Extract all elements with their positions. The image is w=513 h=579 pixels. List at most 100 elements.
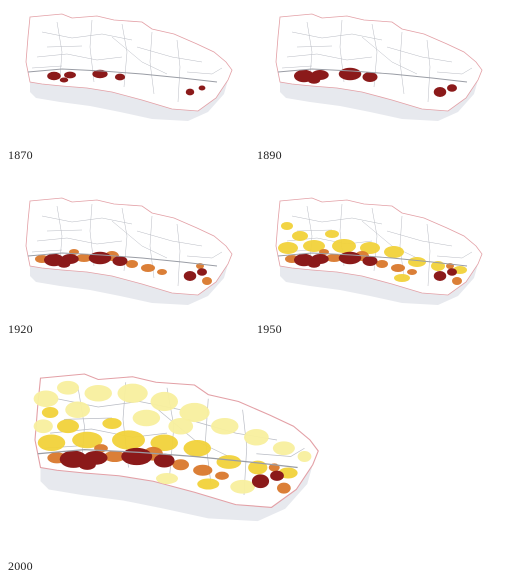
street-1870 (136, 46, 203, 63)
urban-area-1870-1920 (183, 271, 197, 281)
urban-area-2000-2000 (211, 418, 239, 435)
street-1920 (111, 220, 168, 259)
urban-area-1920-1950 (452, 277, 462, 285)
street-1920 (176, 223, 181, 287)
street-1870 (111, 36, 168, 75)
urban-area-2000-2000 (117, 383, 148, 403)
street-1890 (296, 45, 333, 48)
urban-area-1870-2000 (153, 453, 175, 468)
street-1890 (281, 65, 313, 69)
street-1950 (361, 220, 418, 259)
urban-area-2000-2000 (33, 419, 53, 434)
urban-area-1920-1920 (76, 254, 92, 262)
urban-area-1950-1950 (281, 222, 293, 230)
street-2000 (242, 409, 248, 496)
railway-1870 (27, 68, 218, 83)
urban-area-1920-1950 (407, 269, 417, 275)
urban-area-1870-2000 (121, 447, 153, 466)
urban-area-1870-1870 (47, 71, 61, 81)
street-1870 (46, 45, 83, 48)
urban-area-2000-2000 (150, 391, 178, 412)
railway-2000 (37, 449, 298, 469)
urban-area-1870-1890 (433, 87, 447, 97)
urban-area-2000-2000 (230, 479, 255, 494)
street-1890 (361, 36, 418, 75)
street-1950 (436, 251, 473, 259)
map-2000 (33, 373, 319, 522)
urban-area-1950-1950 (360, 242, 380, 254)
urban-area-1950-1950 (394, 274, 410, 282)
urban-area-2000-2000 (297, 451, 312, 462)
urban-area-1870-2000 (251, 474, 270, 489)
map-1870 (25, 13, 233, 121)
estuary-1950 (280, 264, 478, 305)
urban-area-1870-1870 (64, 71, 76, 79)
street-2000 (256, 447, 305, 457)
street-1870 (186, 67, 223, 75)
street-1890 (399, 31, 405, 95)
street-1950 (291, 215, 383, 225)
street-1920 (36, 237, 123, 245)
urban-area-1870-1920 (57, 260, 71, 268)
street-1950 (426, 223, 431, 287)
urban-area-1870-1870 (114, 73, 126, 81)
urban-area-1920-1920 (202, 277, 212, 285)
street-1920 (41, 215, 133, 225)
map-panel-1870 (2, 2, 242, 122)
street-1890 (386, 46, 453, 63)
urban-area-1870-1950 (447, 268, 457, 276)
urban-area-1870-1870 (59, 77, 69, 83)
urban-area-1950-2000 (102, 418, 122, 429)
urban-area-1950-2000 (57, 419, 79, 434)
urban-area-1920-2000 (277, 482, 291, 494)
urban-area-2000-2000 (179, 402, 210, 423)
map-1950 (275, 197, 483, 305)
urban-area-1920-1920 (157, 269, 167, 275)
urban-area-1870-2000 (270, 470, 284, 481)
urban-area-1870-1920 (112, 256, 128, 266)
street-2000 (63, 417, 113, 420)
street-1870 (121, 23, 128, 88)
street-1920 (136, 230, 203, 247)
year-label-1950: 1950 (257, 322, 282, 336)
street-2000 (153, 405, 230, 457)
urban-area-1950-1950 (408, 257, 426, 267)
city-boundary-1870 (25, 13, 233, 112)
estuary-1920 (30, 264, 228, 305)
urban-area-1950-2000 (72, 431, 103, 449)
urban-area-2000-2000 (156, 473, 178, 484)
estuary-1890 (280, 80, 478, 121)
urban-area-1950-2000 (183, 440, 211, 457)
street-1890 (291, 31, 383, 41)
urban-area-2000-2000 (132, 409, 161, 427)
railway-1950 (277, 252, 468, 267)
urban-area-1920-1950 (326, 254, 342, 262)
urban-area-1950-2000 (37, 434, 66, 451)
map-panel-2000 (2, 354, 332, 526)
urban-area-1920-1920 (141, 264, 155, 272)
year-label-1870: 1870 (8, 148, 33, 162)
urban-area-2000-2000 (33, 390, 59, 407)
year-label-1920: 1920 (8, 322, 33, 336)
street-1950 (296, 229, 333, 232)
street-1890 (426, 39, 431, 103)
street-1870 (36, 53, 123, 61)
urban-area-1870-1890 (447, 84, 457, 92)
urban-area-2000-2000 (272, 441, 295, 456)
urban-area-1950-1950 (292, 231, 308, 241)
map-panel-1890 (252, 2, 492, 122)
urban-area-1920-1950 (391, 264, 405, 272)
urban-area-1950-1950 (332, 239, 356, 253)
urban-area-1920-2000 (193, 464, 213, 476)
urban-area-1870-1920 (197, 268, 207, 276)
street-1870 (176, 39, 181, 103)
urban-area-1870-1890 (362, 72, 378, 82)
map-panel-1920 (2, 186, 242, 306)
urban-area-1950-2000 (216, 455, 242, 469)
urban-area-1950-1950 (303, 240, 325, 252)
urban-area-1870-1950 (338, 251, 362, 265)
urban-area-2000-2000 (84, 385, 112, 402)
map-1920 (25, 197, 233, 305)
urban-area-1950-1950 (384, 246, 404, 258)
urban-area-1950-2000 (197, 478, 220, 490)
